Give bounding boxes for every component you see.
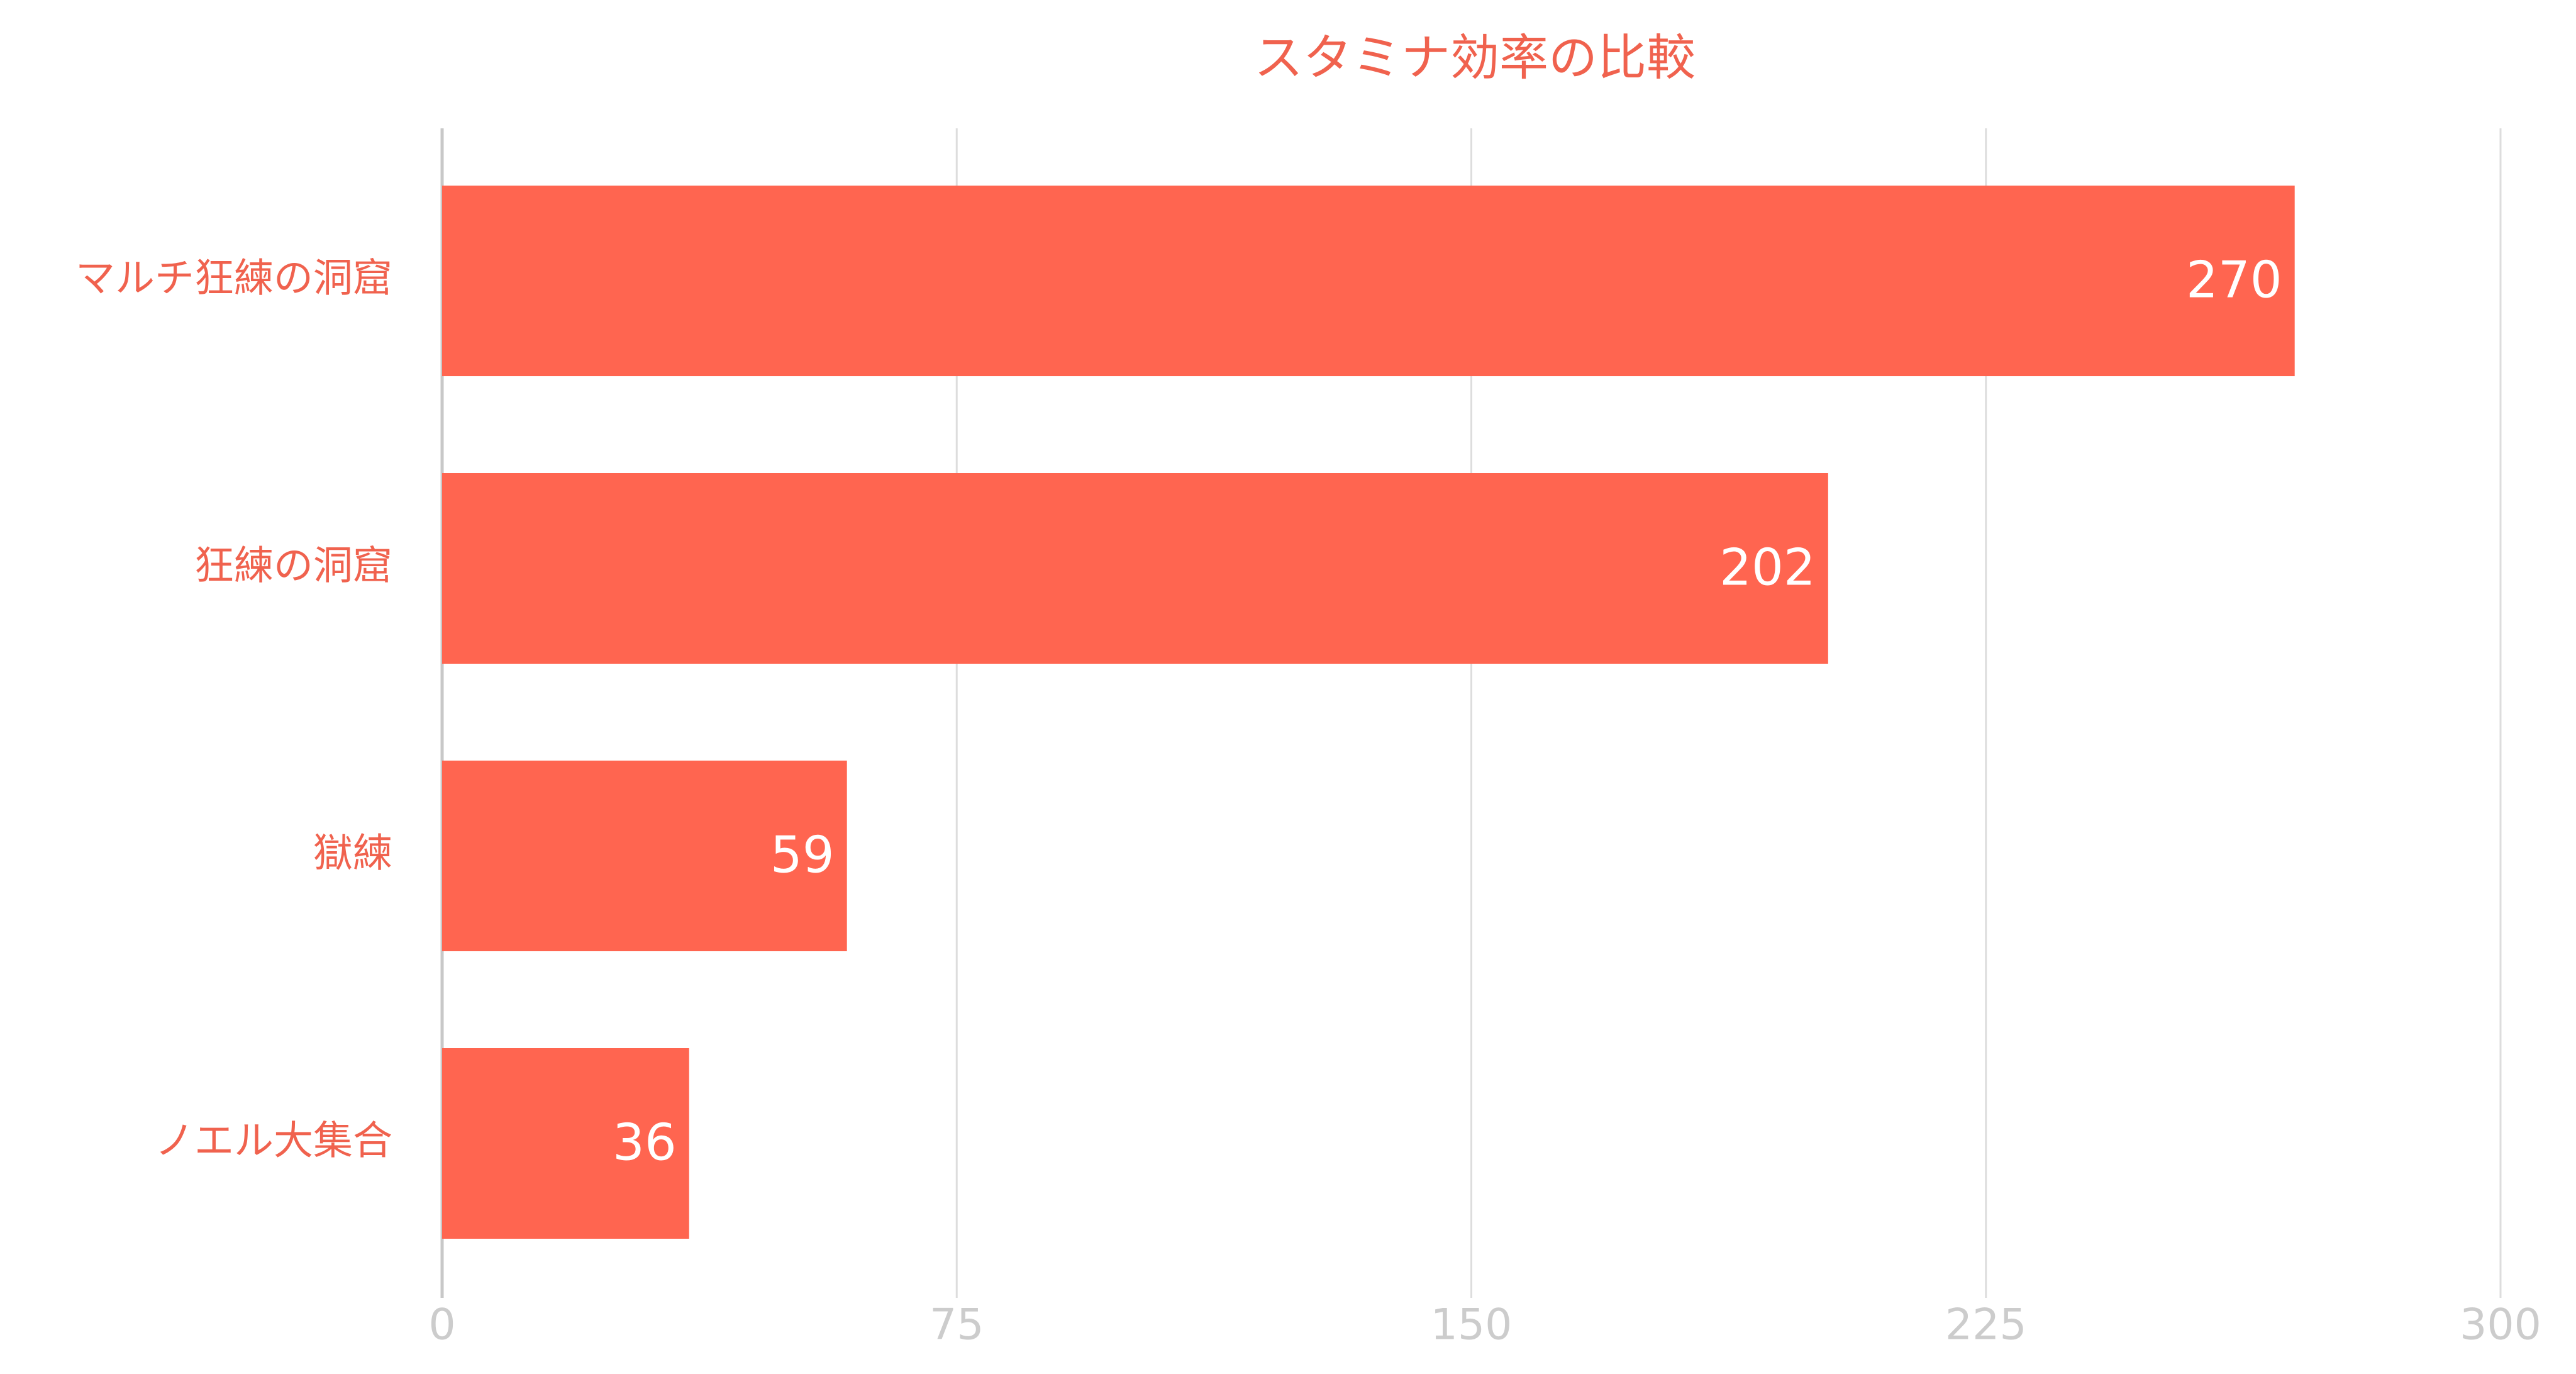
y-tick-label: 狂練の洞窟 [194, 543, 392, 589]
data-label: 270 [2186, 250, 2282, 309]
bar [442, 473, 1828, 664]
x-tick-label: 0 [428, 1300, 455, 1350]
data-label: 59 [770, 825, 835, 884]
x-tick-label: 300 [2460, 1300, 2541, 1350]
x-tick-label: 75 [930, 1300, 984, 1350]
y-tick-label: マルチ狂練の洞窟 [75, 255, 392, 301]
x-tick-label: 225 [1945, 1300, 2027, 1350]
y-tick-label: 獄練 [313, 830, 392, 876]
data-label: 202 [1719, 538, 1816, 596]
y-tick-label: ノエル大集合 [155, 1118, 392, 1164]
chart-title: スタミナ効率の比較 [1254, 30, 1696, 86]
data-label: 36 [613, 1113, 677, 1171]
bar [442, 761, 847, 951]
bar [442, 1048, 689, 1239]
x-tick-label: 150 [1431, 1300, 1513, 1350]
bar [442, 186, 2295, 376]
